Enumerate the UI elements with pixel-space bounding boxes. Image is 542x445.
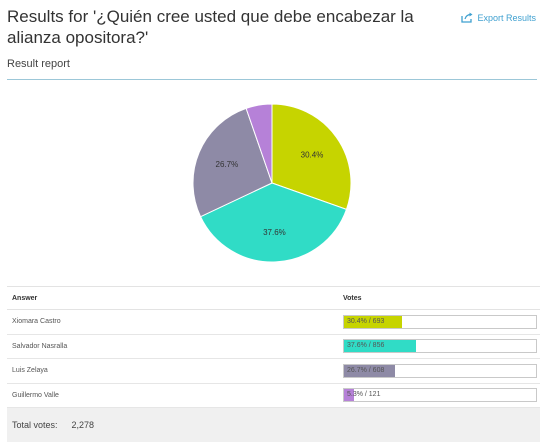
table-row: Luis Zelaya 26.7% / 608 [7,359,540,384]
result-report-heading: Result report [7,58,70,70]
table-row: Guillermo Valle 5.3% / 121 [7,384,540,408]
pie-svg: 30.4% 37.6% 26.7% [192,103,352,263]
vote-bar: 5.3% / 121 [343,388,537,403]
export-results-link[interactable]: Export Results [461,12,536,23]
answer-label: Salvador Nasralla [12,342,68,350]
vote-bar-text: 30.4% / 693 [347,317,385,325]
table-body: Xiomara Castro 30.4% / 693 Salvador Nasr… [7,310,540,408]
total-votes-label: Total votes: [12,420,58,430]
heading-divider [7,79,537,80]
pie-slice-label: 37.6% [263,228,286,237]
pie-slice-salvador-nasralla [199,182,348,263]
table-header: Answer Votes [7,287,540,310]
results-pie-chart: 30.4% 37.6% 26.7% [0,94,542,274]
answer-label: Luis Zelaya [12,367,48,375]
export-icon [461,12,474,23]
vote-bar: 37.6% / 856 [343,339,537,354]
pie-slice-xiomara-castro [271,103,352,211]
pie-slice-label: 26.7% [216,160,239,169]
answer-label: Xiomara Castro [12,318,61,326]
vote-bar-fill [344,340,417,353]
answer-label: Guillermo Valle [12,391,59,399]
total-votes: Total votes: 2,278 [7,408,540,442]
pie-slice-luis-zelaya [192,107,273,218]
vote-bar: 26.7% / 608 [343,363,537,378]
vote-bar: 30.4% / 693 [343,314,537,329]
vote-bar-text: 37.6% / 856 [347,342,385,350]
pie-slice-guillermo-valle [245,103,273,184]
vote-bar-fill [344,315,403,328]
pie-slice-label: 30.4% [301,151,324,160]
total-votes-value: 2,278 [71,420,95,430]
export-label: Export Results [477,12,536,23]
votes-column-header: Votes [343,294,362,302]
vote-bar-fill [344,364,396,377]
answer-column-header: Answer [12,294,38,302]
table-row: Salvador Nasralla 37.6% / 856 [7,335,540,359]
table-row: Xiomara Castro 30.4% / 693 [7,310,540,335]
vote-bar-fill [344,389,355,402]
vote-bar-text: 26.7% / 608 [347,366,385,374]
page-title: Results for '¿Quién cree usted que debe … [7,7,414,47]
results-table: Answer Votes Xiomara Castro 30.4% / 693 … [7,286,540,408]
vote-bar-text: 5.3% / 121 [347,391,381,399]
